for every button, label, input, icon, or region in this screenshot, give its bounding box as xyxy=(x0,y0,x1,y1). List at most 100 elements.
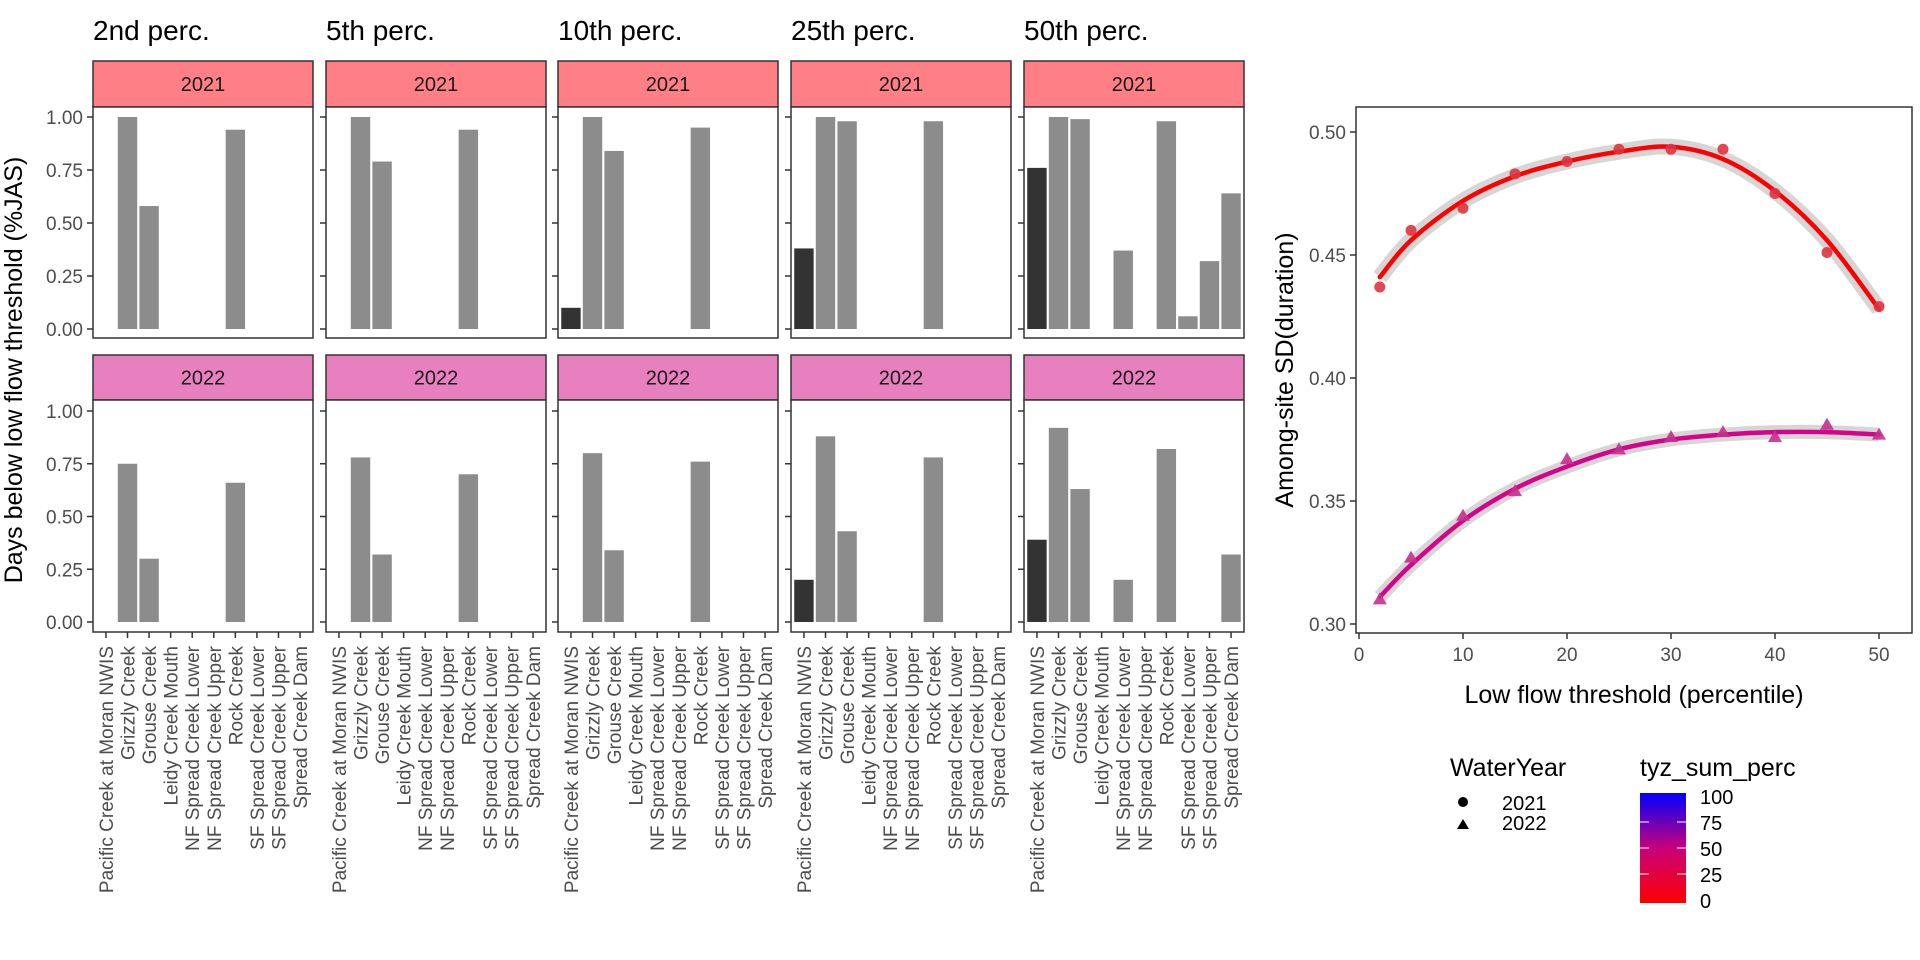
x-tick-label: 30 xyxy=(1660,645,1681,666)
facet-strip-label: 2022 xyxy=(181,368,226,390)
x-category-label: Leidy Creek Mouth xyxy=(1093,646,1114,805)
x-category-label: Grizzly Creek xyxy=(817,646,838,761)
facet-column-title: 50th perc. xyxy=(1024,15,1149,46)
x-category-label: Spread Creek Dam xyxy=(756,646,777,809)
facet-panel-25-2022: 2022 xyxy=(785,354,1012,638)
x-category-label: Rock Creek xyxy=(459,646,480,746)
facet-strip-label: 2021 xyxy=(181,74,226,96)
bar-sf-spread-creek-lower xyxy=(1178,316,1198,329)
bar-grizzly-creek xyxy=(117,117,138,329)
facet-panel-2-2021: 2021 0.00 0.25 0.50 0.75 1.00 xyxy=(46,60,314,341)
facet-strip-label: 2022 xyxy=(879,368,924,390)
bar-grizzly-creek xyxy=(1048,117,1069,329)
x-tick-label: 50 xyxy=(1868,645,1889,666)
y-tick-label: 0.25 xyxy=(46,267,83,288)
x-category-label: Grouse Creek xyxy=(1071,646,1092,765)
y-tick-label: 0.00 xyxy=(46,320,83,341)
data-point xyxy=(1716,425,1730,438)
data-point xyxy=(1372,592,1387,605)
bar-pacific-creek-at-moran-nwis xyxy=(794,248,814,329)
legend-label-2021: 2021 xyxy=(1502,793,1547,815)
x-category-label: SF Spread Creek Upper xyxy=(967,645,988,849)
facet-strip-label: 2021 xyxy=(646,74,691,96)
x-category-label: Leidy Creek Mouth xyxy=(395,646,416,805)
x-category-label: Leidy Creek Mouth xyxy=(860,646,881,805)
x-category-label: NF Spread Creek Lower xyxy=(416,645,437,851)
data-point xyxy=(1613,143,1625,155)
data-point xyxy=(1664,430,1678,443)
y-tick-label: 0.75 xyxy=(46,455,83,476)
x-category-label: SF Spread Creek Upper xyxy=(502,645,523,849)
color-legend: tyz_sum_perc 0 25 50 75 100 xyxy=(1640,754,1796,913)
scatter-plot: 0.30 0.35 0.40 0.45 0.50 0 10 20 30 40 50 xyxy=(1309,106,1913,666)
data-point xyxy=(1404,550,1418,563)
bar-grouse-creek xyxy=(372,554,392,622)
bar-grizzly-creek xyxy=(350,117,371,329)
bar-spread-creek-dam xyxy=(1221,554,1241,622)
x-category-label: Pacific Creek at Moran NWIS xyxy=(1028,646,1049,893)
bar-grouse-creek xyxy=(1070,119,1090,330)
y-tick-label: 1.00 xyxy=(46,108,83,129)
facet-panel-10-2021: 2021 xyxy=(552,60,779,339)
data-point xyxy=(1821,247,1833,259)
bar-grizzly-creek xyxy=(582,117,603,329)
x-category-label: Rock Creek xyxy=(226,646,247,746)
data-point xyxy=(1456,508,1470,521)
bar-rock-creek xyxy=(458,474,479,622)
data-point xyxy=(1457,202,1469,214)
bar-sf-spread-creek-upper xyxy=(1199,261,1220,329)
x-category-label: Spread Creek Dam xyxy=(291,646,312,809)
bar-grizzly-creek xyxy=(815,117,836,329)
x-category-label: SF Spread Creek Lower xyxy=(713,645,734,849)
bar-pacific-creek-at-moran-nwis xyxy=(561,307,581,329)
colorbar-tick-label: 25 xyxy=(1700,865,1722,887)
y-tick-label: 0.45 xyxy=(1309,246,1346,267)
facet-strip xyxy=(325,60,547,108)
data-point xyxy=(1405,224,1417,236)
x-category-label: Pacific Creek at Moran NWIS xyxy=(795,646,816,893)
bar-grizzly-creek xyxy=(350,457,371,622)
facet-panel-10-2022: 2022 xyxy=(552,354,779,638)
facet-strip-label: 2021 xyxy=(1112,74,1157,96)
bar-grizzly-creek xyxy=(117,463,138,622)
x-category-label: SF Spread Creek Upper xyxy=(1200,645,1221,849)
bar-rock-creek xyxy=(458,129,479,329)
series-2022 xyxy=(1372,417,1886,605)
bar-rock-creek xyxy=(923,121,944,330)
x-category-label: SF Spread Creek Lower xyxy=(1179,645,1200,849)
series-2021 xyxy=(1373,138,1886,314)
facet-panel-50-2022: 2022 xyxy=(1018,354,1245,638)
data-point xyxy=(1508,484,1522,497)
data-point xyxy=(1561,156,1573,168)
bar-nf-spread-creek-lower xyxy=(1113,579,1133,622)
x-category-label: NF Spread Creek Lower xyxy=(648,645,669,851)
bar-rock-creek xyxy=(690,127,711,329)
shape-legend-title: WaterYear xyxy=(1450,754,1566,782)
legend-label-2022: 2022 xyxy=(1502,813,1547,835)
facet-panel-50-2021: 2021 xyxy=(1018,60,1245,339)
x-tick-label: 40 xyxy=(1764,645,1785,666)
y-tick-label: 0.40 xyxy=(1309,369,1346,390)
facet-panel-5-2022: 2022 xyxy=(320,354,547,638)
x-category-label: Pacific Creek at Moran NWIS xyxy=(97,646,118,893)
legend-circle-icon xyxy=(1458,797,1468,807)
scatter-x-axis-title: Low flow threshold (percentile) xyxy=(1464,681,1803,709)
x-category-label: SF Spread Creek Lower xyxy=(248,645,269,849)
bar-grouse-creek xyxy=(372,161,392,329)
data-point xyxy=(1768,430,1782,443)
facet-strip xyxy=(790,354,1012,401)
y-tick-label: 1.00 xyxy=(46,402,83,423)
facet-column-title: 2nd perc. xyxy=(93,15,210,46)
facet-column-title: 5th perc. xyxy=(326,15,435,46)
data-point xyxy=(1665,143,1677,155)
data-point xyxy=(1820,417,1834,430)
x-tick-label: 20 xyxy=(1556,645,1577,666)
x-category-label: Grizzly Creek xyxy=(584,646,605,761)
facet-strip-label: 2022 xyxy=(414,368,459,390)
bar-pacific-creek-at-moran-nwis xyxy=(794,579,814,622)
x-category-label: Rock Creek xyxy=(1157,646,1178,746)
x-category-label: NF Spread Creek Upper xyxy=(1136,645,1157,851)
x-category-label: Spread Creek Dam xyxy=(524,646,545,809)
facet-strip-label: 2022 xyxy=(646,368,691,390)
